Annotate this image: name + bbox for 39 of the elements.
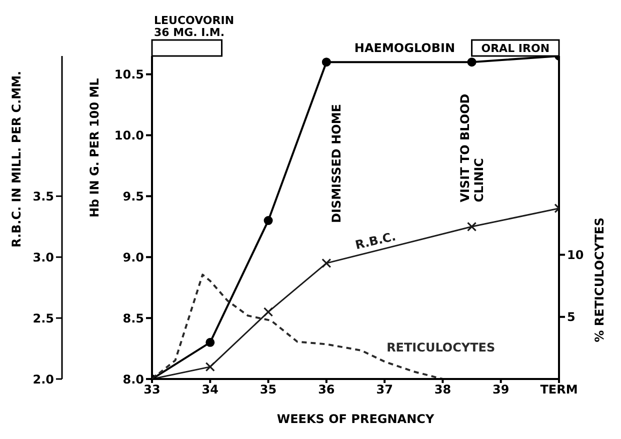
point (466, 222, 477, 232)
x-tick-label: 33 (144, 382, 160, 397)
point (264, 216, 273, 226)
x-tick-label: TERM (540, 382, 578, 397)
y3-tick-label: 5 (567, 310, 576, 324)
y-axis-title: Hb IN G. PER 100 ML (87, 78, 102, 218)
y-tick-label: 8.5 (122, 311, 144, 326)
point (467, 58, 476, 67)
point (206, 338, 215, 347)
text: ORAL IRON (481, 42, 550, 55)
x-axis-title: WEEKS OF PREGNANCY (276, 412, 434, 426)
point (322, 58, 331, 67)
y3-tick-label: 10 (567, 248, 584, 262)
point (263, 307, 274, 317)
text: R.B.C. (354, 229, 398, 252)
x-tick-label: 34 (202, 382, 218, 397)
x-tick-label: 35 (260, 382, 277, 397)
y2-tick-label: 3.5 (32, 189, 54, 204)
y2-tick-label: 2.0 (32, 372, 54, 386)
series-label: RETICULOCYTES (386, 340, 496, 355)
x-tick-label: 37 (376, 382, 393, 397)
annotation: DISMISSED HOME (329, 104, 344, 223)
point (322, 258, 332, 268)
y3-axis-title: % RETICULOCYTES (592, 218, 606, 342)
text: LEUCOVORIN 36 MG. I.M. (154, 14, 234, 39)
x-tick-label: 38 (434, 382, 452, 397)
y-tick-label: 9.0 (122, 250, 144, 264)
x-tick-label: 39 (492, 382, 510, 397)
y-tick-label: 9.5 (122, 189, 144, 204)
y-tick-label: 10.5 (114, 68, 144, 82)
x-tick-label: 36 (318, 382, 335, 397)
annotation: VISIT TO BLOOD CLINIC (458, 94, 486, 202)
point (205, 362, 215, 372)
y-tick-label: 10.0 (114, 128, 144, 142)
y2-axis-title: R.B.C. IN MILL. PER C.MM. (9, 70, 24, 248)
y2-tick-label: 2.5 (32, 311, 54, 326)
y2-tick-label: 3.0 (32, 250, 54, 264)
series-label: HAEMOGLOBIN (354, 41, 456, 56)
y-tick-label: 8.0 (122, 372, 144, 386)
